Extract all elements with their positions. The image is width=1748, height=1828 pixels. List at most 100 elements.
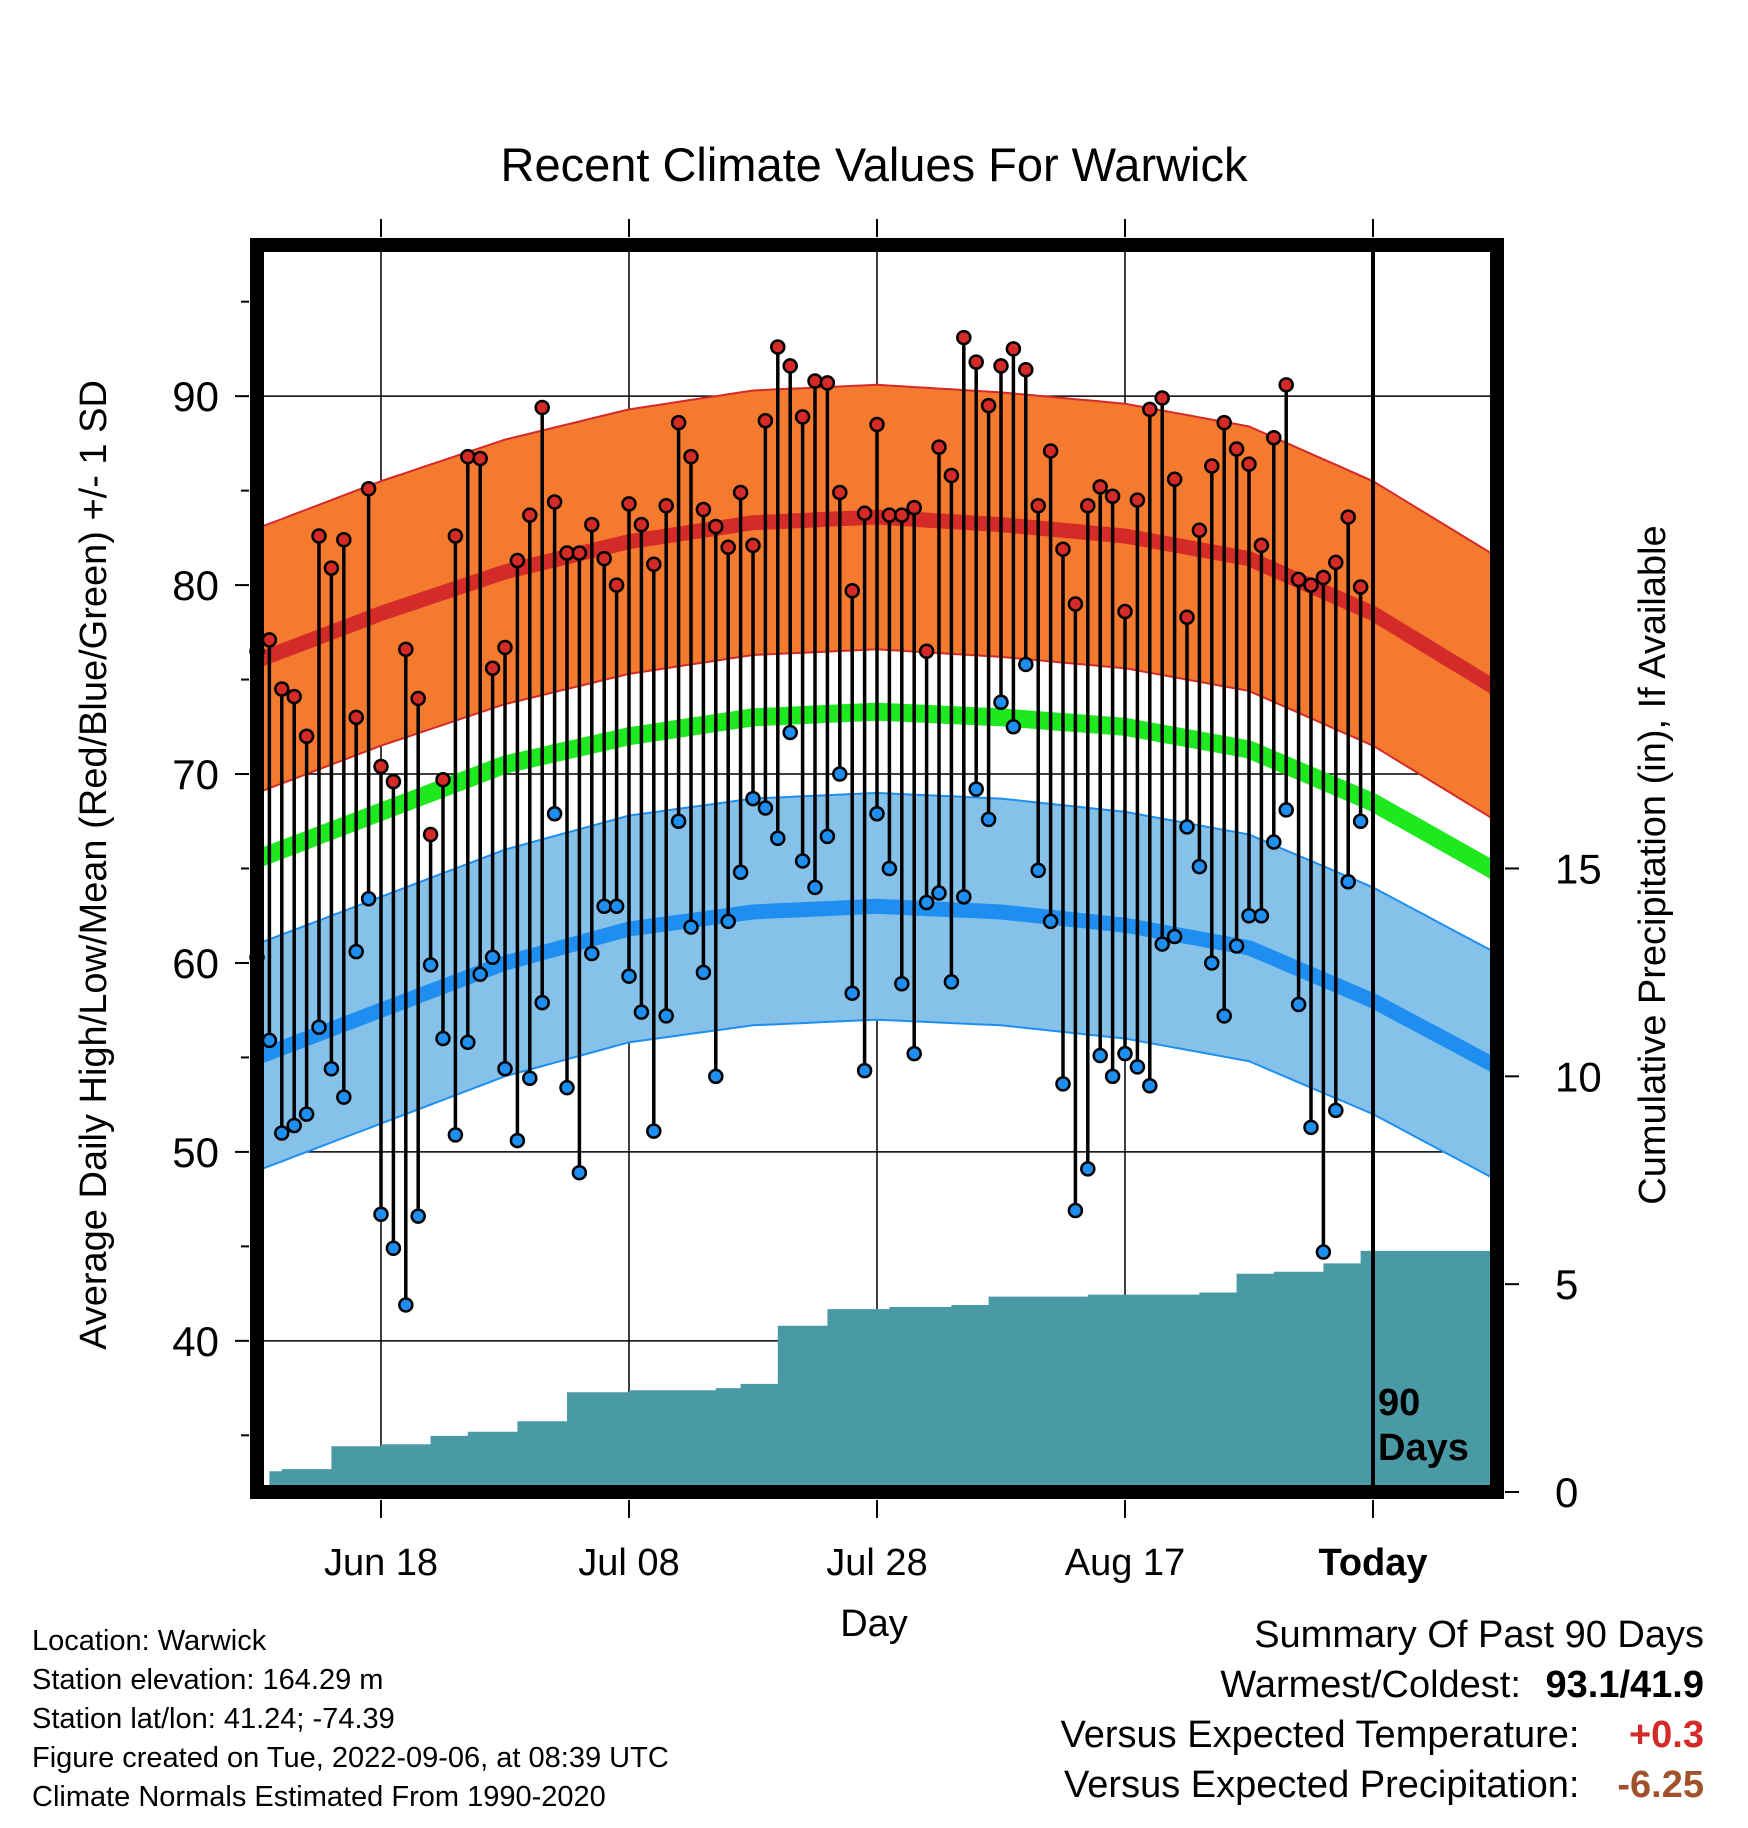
daily-low-marker (422, 957, 439, 973)
daily-high-marker (956, 329, 972, 346)
daily-high-marker (286, 688, 302, 705)
daily-low-marker (509, 1132, 526, 1149)
daily-high-marker (856, 505, 873, 522)
daily-low-marker (794, 853, 811, 869)
daily-low-marker (968, 781, 984, 797)
daily-high-marker (608, 577, 625, 593)
daily-low-marker (906, 1045, 922, 1062)
y-left-tick-label-70: 70 (172, 751, 219, 798)
daily-low-marker (596, 898, 612, 915)
daily-low-marker (931, 885, 947, 901)
daily-high-marker (633, 516, 650, 533)
daily-low-marker (1328, 1102, 1344, 1119)
y-left-tick-label-50: 50 (172, 1129, 219, 1176)
daily-high-marker (1154, 390, 1170, 406)
daily-low-marker (646, 1123, 662, 1139)
daily-low-marker (484, 949, 501, 966)
daily-low-marker (1315, 1244, 1332, 1260)
daily-low-marker (274, 1125, 290, 1141)
daily-low-marker (286, 1117, 302, 1134)
daily-low-marker (410, 1208, 426, 1224)
period-label-90: 90 (1378, 1382, 1420, 1424)
y-right-tick-label-0: 0 (1555, 1469, 1578, 1516)
daily-high-marker (1142, 401, 1158, 418)
daily-high-marker (1018, 361, 1034, 378)
daily-low-marker (1055, 1076, 1071, 1092)
daily-high-marker (1179, 609, 1195, 625)
daily-high-marker (1117, 603, 1133, 620)
daily-high-marker (943, 467, 960, 484)
daily-low-marker (1129, 1059, 1146, 1075)
x-tick-label-3: Aug 17 (1065, 1542, 1185, 1584)
daily-low-marker (1191, 858, 1208, 875)
daily-high-marker (1191, 522, 1208, 539)
daily-low-marker (670, 813, 687, 830)
daily-low-marker (1030, 862, 1046, 879)
daily-low-marker (584, 945, 600, 962)
daily-high-marker (1005, 341, 1022, 357)
daily-low-marker (559, 1079, 575, 1096)
daily-low-marker (980, 811, 997, 828)
warmest-value: 93.1 (1545, 1664, 1620, 1706)
daily-low-marker (1154, 936, 1170, 952)
daily-high-marker (832, 484, 848, 501)
daily-high-marker (559, 545, 575, 561)
daily-high-marker (584, 516, 600, 533)
precipitation-area (257, 1248, 1497, 1492)
daily-high-marker (534, 399, 550, 416)
daily-low-marker (918, 894, 935, 911)
daily-low-marker (993, 694, 1009, 710)
daily-high-marker (422, 826, 439, 843)
elevation-text: Station elevation: 164.29 m (32, 1664, 384, 1696)
daily-low-marker (943, 974, 960, 990)
daily-low-marker (1104, 1068, 1121, 1085)
daily-high-marker (323, 560, 340, 576)
daily-high-marker (1080, 497, 1096, 514)
y-left-tick-label-60: 60 (172, 940, 219, 987)
daily-high-marker (1042, 443, 1059, 459)
daily-low-marker (1204, 955, 1220, 971)
daily-high-marker (497, 639, 513, 656)
daily-high-marker (1340, 509, 1356, 525)
y-right-tick-label-10: 10 (1555, 1053, 1602, 1100)
daily-high-marker (1253, 537, 1270, 554)
daily-low-marker (1216, 1008, 1232, 1024)
daily-low-marker (1018, 656, 1034, 673)
daily-low-marker (881, 860, 898, 877)
daily-high-marker (844, 583, 860, 599)
daily-high-marker (311, 528, 327, 544)
daily-high-marker (931, 439, 947, 455)
daily-low-marker (435, 1030, 451, 1047)
chart-title: Recent Climate Values For Warwick (501, 138, 1248, 191)
daily-high-marker (819, 375, 836, 391)
daily-low-marker (1278, 802, 1294, 818)
daily-high-marker (695, 501, 712, 518)
x-tick-label-2: Jul 28 (826, 1542, 927, 1584)
y-right-tick-label-5: 5 (1555, 1261, 1578, 1308)
daily-high-marker (993, 358, 1009, 374)
daily-high-marker (1216, 414, 1232, 431)
temp-anomaly-label: Versus Expected Temperature: (1060, 1714, 1580, 1756)
daily-low-marker (497, 1061, 513, 1077)
daily-high-marker (906, 499, 922, 516)
temp-anomaly-value: +0.3 (1628, 1714, 1704, 1756)
daily-high-marker (298, 728, 315, 744)
daily-high-marker (546, 494, 563, 510)
daily-high-marker (1092, 479, 1108, 495)
x-tick-label-0: Jun 18 (324, 1542, 438, 1584)
daily-high-marker (1303, 577, 1319, 593)
daily-low-marker (1303, 1119, 1319, 1136)
plot-border (250, 238, 1504, 1499)
daily-low-marker (472, 966, 488, 983)
extremes-label: Warmest/Coldest: (1220, 1664, 1521, 1706)
daily-high-marker (869, 416, 885, 433)
daily-high-marker (621, 496, 637, 512)
daily-high-marker (360, 480, 377, 497)
daily-high-marker (1067, 596, 1084, 612)
daily-high-marker (261, 632, 278, 648)
daily-high-marker (1129, 492, 1146, 508)
daily-high-marker (894, 507, 910, 523)
daily-markers (249, 329, 1369, 1313)
daily-high-marker (398, 641, 414, 658)
daily-high-marker (1278, 377, 1294, 393)
